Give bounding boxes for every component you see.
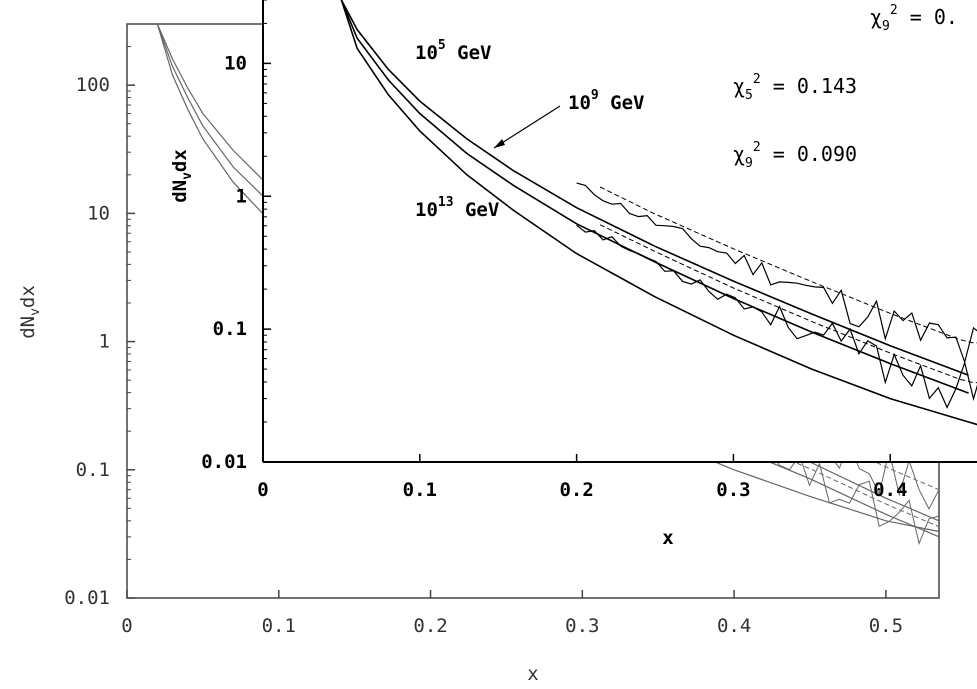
inset-annotation-1e13: 1013 GeV <box>415 195 499 221</box>
inset-x-tick-label: 0.4 <box>873 479 907 501</box>
inset-y-tick-label: 0.1 <box>213 318 247 340</box>
inset-chi-square-3: χ92 = 0. <box>870 3 958 34</box>
inset-mc-line-1 <box>576 182 977 365</box>
outer-y-axis-label: dNvdx <box>17 285 43 339</box>
outer-x-tick-label: 0.2 <box>413 615 447 637</box>
inset-chi-square-1: χ52 = 0.143 <box>733 72 857 103</box>
inset-annotation-arrow <box>493 105 561 149</box>
outer-y-tick-label: 10 <box>87 202 110 224</box>
inset-y-tick-label: 1 <box>236 185 247 207</box>
outer-y-tick-label: 0.1 <box>76 459 110 481</box>
inset-arrow-head <box>494 139 505 148</box>
inset-annotation-1e9: 109 GeV <box>568 88 644 114</box>
inset-y-tick-label: 0.01 <box>201 451 247 473</box>
outer-y-tick-label: 0.01 <box>64 587 110 609</box>
outer-x-tick-label: 0.3 <box>565 615 599 637</box>
inset-annotation-1e5: 105 GeV <box>415 38 491 64</box>
inset-series-line-1 <box>340 0 969 376</box>
inset-fit-line-2 <box>599 224 977 384</box>
outer-x-tick-label: 0.5 <box>869 615 903 637</box>
outer-y-tick-label: 1 <box>99 331 110 353</box>
inset-chart: 0 0.1 0.2 0.3 0.4 0.01 0.1 1 10 x dNvdx 105 GeV… <box>169 0 977 549</box>
outer-x-tick-label: 0.1 <box>262 615 296 637</box>
inset-background <box>263 0 977 462</box>
inset-x-tick-label: 0 <box>257 479 268 501</box>
outer-x-tick-label: 0.4 <box>717 615 751 637</box>
inset-y-tick-label: 10 <box>224 52 247 74</box>
outer-y-tick-label: 100 <box>76 74 110 96</box>
inset-fit-line-1 <box>599 186 977 344</box>
inset-mc-line-2 <box>576 224 977 409</box>
inset-x-tick-label: 0.2 <box>559 479 593 501</box>
inset-x-tick-label: 0.3 <box>716 479 750 501</box>
inset-chi-square-2: χ92 = 0.090 <box>733 140 857 171</box>
inset-y-axis-label: dNvdx <box>169 149 195 203</box>
outer-x-axis-label: x <box>527 663 538 684</box>
inset-series-line-3 <box>340 0 977 426</box>
inset-x-tick-label: 0.1 <box>403 479 437 501</box>
inset-x-axis-label: x <box>662 527 673 549</box>
outer-x-tick-label: 0 <box>121 615 132 637</box>
inset-series-line-2 <box>340 0 969 394</box>
